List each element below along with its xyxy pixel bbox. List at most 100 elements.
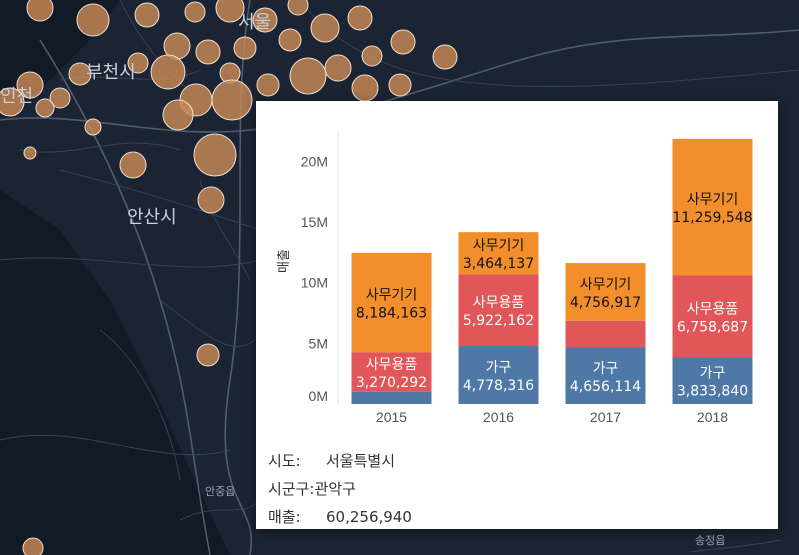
detail-value: 관악구 [314, 480, 356, 498]
bar-segment[interactable] [565, 263, 646, 321]
y-tick-label: 20M [301, 153, 328, 169]
segment-series-label: 사무기기 [580, 277, 632, 293]
segment-value-label: 3,270,292 [356, 375, 427, 391]
segment-series-label: 가구 [593, 361, 619, 377]
segment-value-label: 4,778,316 [463, 378, 534, 394]
x-tick-label: 2018 [697, 409, 728, 425]
map-bubble[interactable] [0, 87, 25, 117]
x-tick-label: 2017 [590, 409, 621, 425]
segment-value-label: 4,756,917 [570, 295, 641, 311]
map-bubble[interactable] [390, 29, 416, 55]
map-bubble[interactable] [388, 73, 412, 97]
map-bubble[interactable] [278, 28, 302, 52]
bar-segment[interactable] [672, 275, 753, 358]
map-label-bucheon: 부천시 [86, 62, 136, 83]
tooltip-panel: 매출 0M 5M 10M 15M 20M 사무용품 3,270,292 사무기기 8,184,… [256, 101, 778, 529]
segment-series-label: 사무기기 [473, 238, 525, 254]
map-bubble[interactable] [197, 186, 225, 214]
map-label-anjung: 안중읍 [205, 485, 235, 498]
map-bubble[interactable] [134, 2, 160, 28]
bar-segment[interactable] [351, 391, 432, 404]
segment-series-label: 사무기기 [366, 288, 418, 304]
segment-series-label: 사무용품 [473, 295, 525, 311]
map-bubble[interactable] [16, 71, 44, 99]
map-bubble[interactable] [84, 118, 102, 136]
x-tick-label: 2015 [376, 409, 407, 425]
map-label-songjeong: 송정읍 [695, 534, 725, 547]
bar-segment[interactable] [458, 232, 539, 275]
map-bubble[interactable] [150, 54, 186, 90]
y-axis: 0M 5M 10M 15M 20M [301, 131, 339, 404]
stacked-bar-chart: 매출 0M 5M 10M 15M 20M 사무용품 3,270,292 사무기기 8,184,… [277, 131, 753, 425]
detail-row-sido: 시도: 서울특별시 [268, 447, 412, 475]
segment-value-label: 3,464,137 [463, 256, 534, 272]
map-bubble[interactable] [26, 0, 54, 22]
map-bubble[interactable] [127, 52, 149, 74]
bar-segment[interactable] [565, 347, 646, 404]
bars-group: 사무용품 3,270,292 사무기기 8,184,163 가구 4,778,316 사무용… [351, 138, 753, 404]
bar-segment[interactable] [458, 346, 539, 404]
map-bubble[interactable] [195, 39, 221, 65]
segment-value-label: 5,922,162 [463, 313, 534, 329]
map-bubble[interactable] [361, 45, 383, 67]
map-bubble[interactable] [119, 151, 147, 179]
detail-key: 시도: [268, 452, 301, 470]
bar-segment[interactable] [565, 320, 646, 348]
segment-series-label: 사무용품 [687, 301, 739, 317]
map-bubble[interactable] [310, 13, 340, 43]
bar-segment[interactable] [351, 352, 432, 392]
map-bubble[interactable] [193, 133, 237, 177]
detail-value: 서울특별시 [326, 452, 396, 470]
map-bubble[interactable] [49, 87, 71, 109]
segment-value-label: 8,184,163 [356, 306, 427, 322]
map-bubble[interactable] [351, 74, 379, 102]
segment-value-label: 11,259,548 [672, 210, 752, 226]
bar-segment[interactable] [458, 274, 539, 347]
segment-series-label: 사무용품 [366, 357, 418, 373]
segment-value-label: 4,656,114 [570, 379, 641, 395]
map-bubble[interactable] [324, 54, 352, 82]
y-tick-label: 0M [309, 388, 328, 404]
map-labels: 인천 부천시 서울 안산시 안중읍 송정읍 [0, 12, 725, 547]
tooltip-details: 시도: 서울특별시 시군구: 관악구 매출: 60,256,940 [268, 447, 412, 531]
map-bubble[interactable] [211, 79, 253, 121]
bar-segment[interactable] [672, 138, 753, 276]
map-bubble[interactable] [68, 62, 92, 86]
map-bubble[interactable] [23, 146, 37, 160]
x-tick-label: 2016 [483, 409, 514, 425]
map-label-seoul: 서울 [238, 12, 271, 33]
map-bubble[interactable] [35, 98, 55, 118]
map-label-ansan: 안산시 [127, 207, 177, 228]
y-tick-label: 5M [309, 335, 328, 351]
map-bubble[interactable] [256, 73, 280, 97]
bar-segment[interactable] [351, 252, 432, 353]
map-bubble[interactable] [287, 0, 309, 16]
map-bubble[interactable] [252, 7, 278, 33]
map-bubble[interactable] [233, 36, 257, 60]
bubble-layer [0, 0, 458, 555]
y-tick-label: 15M [301, 214, 328, 230]
segment-value-label: 3,833,840 [677, 384, 748, 400]
y-tick-label: 10M [301, 275, 328, 291]
map-bubble[interactable] [347, 5, 373, 31]
map-bubble[interactable] [22, 537, 44, 555]
segment-series-label: 가구 [700, 366, 726, 382]
x-axis: 2015 2016 2017 2018 [376, 409, 728, 425]
map-bubble[interactable] [76, 3, 110, 37]
map-bubble[interactable] [289, 57, 327, 95]
detail-key: 시군구: [268, 480, 315, 498]
segment-series-label: 가구 [486, 360, 512, 376]
sea-area [0, 0, 230, 555]
map-bubble[interactable] [184, 1, 206, 23]
bar-segment[interactable] [672, 357, 753, 404]
map-bubble[interactable] [432, 44, 458, 70]
detail-key: 매출: [268, 508, 301, 526]
y-axis-label: 매출 [277, 249, 292, 273]
map-bubble[interactable] [215, 0, 245, 23]
map-bubble[interactable] [162, 99, 194, 131]
map-bubble[interactable] [196, 343, 220, 367]
detail-row-sigungu: 시군구: 관악구 [268, 475, 412, 503]
detail-value: 60,256,940 [326, 508, 412, 526]
map-label-incheon: 인천 [0, 86, 33, 107]
detail-row-sales: 매출: 60,256,940 [268, 503, 412, 531]
